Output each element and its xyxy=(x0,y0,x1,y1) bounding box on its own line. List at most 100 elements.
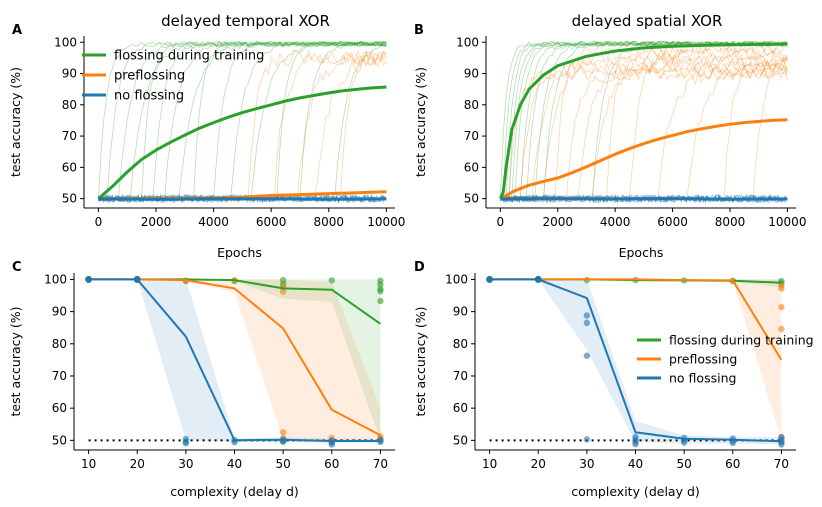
y-axis-label: test accuracy (%) xyxy=(8,67,23,177)
y-tick-label: 80 xyxy=(52,337,67,351)
legend-label: preflossing xyxy=(669,352,737,367)
data-point xyxy=(377,281,384,288)
panel-D: 50 60 70 80 90 100 10 20 30 40 50 60 70 complexity (d… xyxy=(413,260,814,499)
legend-label: no flossing xyxy=(114,89,184,104)
y-tick-label: 90 xyxy=(464,67,479,81)
y-tick-label: 90 xyxy=(453,305,468,319)
y-tick-label: 100 xyxy=(54,35,77,49)
data-point xyxy=(778,325,785,333)
x-tick-label: 70 xyxy=(373,457,388,471)
individual-run-line xyxy=(500,67,788,201)
y-axis-label: test accuracy (%) xyxy=(8,307,23,417)
individual-run-line xyxy=(500,48,788,202)
y-tick-label: 80 xyxy=(453,337,468,351)
data-point xyxy=(279,429,287,436)
x-tick-label: 4000 xyxy=(198,215,229,229)
y-tick-label: 50 xyxy=(464,192,479,206)
y-tick-label: 90 xyxy=(62,67,77,81)
individual-run-line xyxy=(500,54,788,201)
panel-letter: C xyxy=(12,260,22,275)
data-point xyxy=(133,276,141,283)
panel-letter: A xyxy=(12,23,22,38)
individual-run-line xyxy=(98,40,387,202)
panel-A: 50 60 70 80 90 100 0 2000 4000 6000 8000 10000 Epoch… xyxy=(8,12,405,260)
data-point xyxy=(534,276,542,283)
x-tick-label: 2000 xyxy=(141,215,172,229)
x-axis-label: complexity (delay d) xyxy=(170,484,299,499)
x-tick-label: 30 xyxy=(579,457,594,471)
x-tick-label: 50 xyxy=(676,457,691,471)
panel-title: delayed temporal XOR xyxy=(161,12,330,30)
data-point xyxy=(182,440,190,447)
panel-letter: B xyxy=(414,23,424,38)
x-tick-label: 40 xyxy=(227,457,242,471)
x-tick-label: 0 xyxy=(497,215,505,229)
panel-letter: D xyxy=(414,260,425,275)
y-tick-label: 90 xyxy=(52,305,67,319)
individual-run-line xyxy=(98,40,387,202)
ci-band xyxy=(88,279,381,441)
x-tick-label: 8000 xyxy=(313,215,344,229)
ci-band xyxy=(489,279,782,441)
data-point xyxy=(583,312,591,319)
y-tick-label: 80 xyxy=(62,98,77,112)
legend-label: flossing during training xyxy=(114,49,264,64)
y-tick-label: 100 xyxy=(456,35,479,49)
x-tick-label: 10 xyxy=(81,457,96,471)
y-tick-label: 50 xyxy=(62,192,77,206)
individual-run-line xyxy=(500,60,788,201)
x-tick-label: 20 xyxy=(130,457,145,471)
data-point xyxy=(583,352,591,359)
individual-run-line xyxy=(98,40,387,201)
y-tick-label: 80 xyxy=(464,98,479,112)
legend-label: preflossing xyxy=(114,69,185,84)
x-tick-label: 60 xyxy=(324,457,339,471)
y-tick-label: 50 xyxy=(52,433,67,447)
data-point xyxy=(377,288,384,295)
individual-run-line xyxy=(500,60,788,202)
x-tick-label: 20 xyxy=(531,457,546,471)
x-axis-label: Epochs xyxy=(217,245,262,260)
data-point xyxy=(486,276,493,283)
x-tick-label: 40 xyxy=(628,457,643,471)
mean-line-no-flossing xyxy=(98,197,387,201)
data-point xyxy=(778,441,785,448)
individual-run-line xyxy=(500,47,788,202)
data-point xyxy=(583,319,591,327)
data-point xyxy=(85,276,92,283)
individual-run-line xyxy=(500,193,787,204)
x-axis-label: complexity (delay d) xyxy=(571,484,700,499)
y-tick-label: 70 xyxy=(464,129,479,143)
x-tick-label: 60 xyxy=(725,457,740,471)
plot-area xyxy=(499,40,788,204)
y-tick-label: 70 xyxy=(453,369,468,383)
x-tick-label: 70 xyxy=(774,457,789,471)
panel-C: 50 60 70 80 90 100 10 20 30 40 50 60 70 complexity (d… xyxy=(8,260,395,499)
x-tick-label: 10 xyxy=(482,457,497,471)
data-point xyxy=(632,441,639,448)
y-tick-label: 60 xyxy=(453,401,468,415)
mean-line-no-flossing xyxy=(489,278,782,443)
x-tick-label: 6000 xyxy=(657,215,688,229)
y-tick-label: 70 xyxy=(62,129,77,143)
x-tick-label: 2000 xyxy=(542,215,573,229)
data-point xyxy=(778,303,785,311)
x-axis-label: Epochs xyxy=(619,245,664,260)
x-tick-label: 50 xyxy=(275,457,290,471)
ci-band xyxy=(88,279,381,443)
data-point xyxy=(279,288,287,295)
data-point xyxy=(729,439,736,447)
plot-area xyxy=(97,40,387,204)
x-tick-label: 4000 xyxy=(600,215,631,229)
y-tick-label: 100 xyxy=(44,272,67,286)
mean-line-preflossing xyxy=(499,118,788,200)
mean-line-flossing-during-training xyxy=(97,85,387,200)
individual-run-line xyxy=(98,40,387,202)
legend-label: no flossing xyxy=(669,371,736,386)
ci-band xyxy=(88,279,381,442)
panel-title: delayed spatial XOR xyxy=(572,12,723,30)
y-tick-label: 100 xyxy=(445,272,468,286)
x-tick-label: 10000 xyxy=(367,215,405,229)
x-tick-label: 8000 xyxy=(715,215,746,229)
